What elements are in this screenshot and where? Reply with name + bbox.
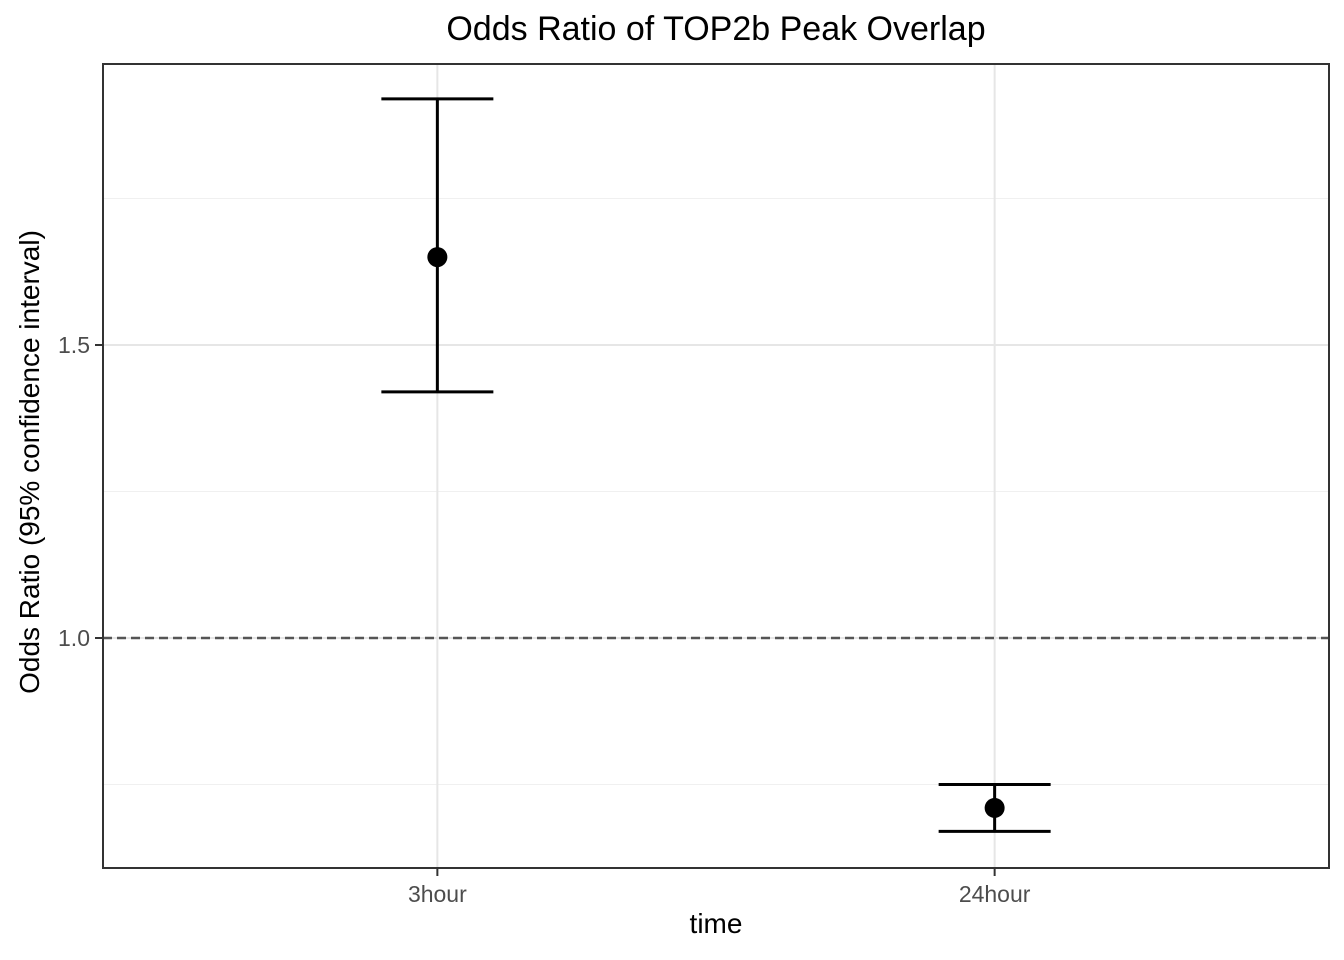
x-tick-label: 24hour — [958, 881, 1031, 907]
x-axis-title: time — [689, 908, 743, 939]
point-marker-24hour — [984, 797, 1005, 818]
chart-title: Odds Ratio of TOP2b Peak Overlap — [446, 10, 986, 48]
point-marker-3hour — [427, 247, 448, 268]
panel-border — [102, 63, 1330, 869]
y-tick-label: 1.0 — [58, 624, 90, 651]
x-tick-label: 3hour — [407, 881, 467, 907]
y-axis-title: Odds Ratio (95% confidence interval) — [14, 230, 45, 694]
y-tick-label: 1.5 — [58, 331, 90, 358]
